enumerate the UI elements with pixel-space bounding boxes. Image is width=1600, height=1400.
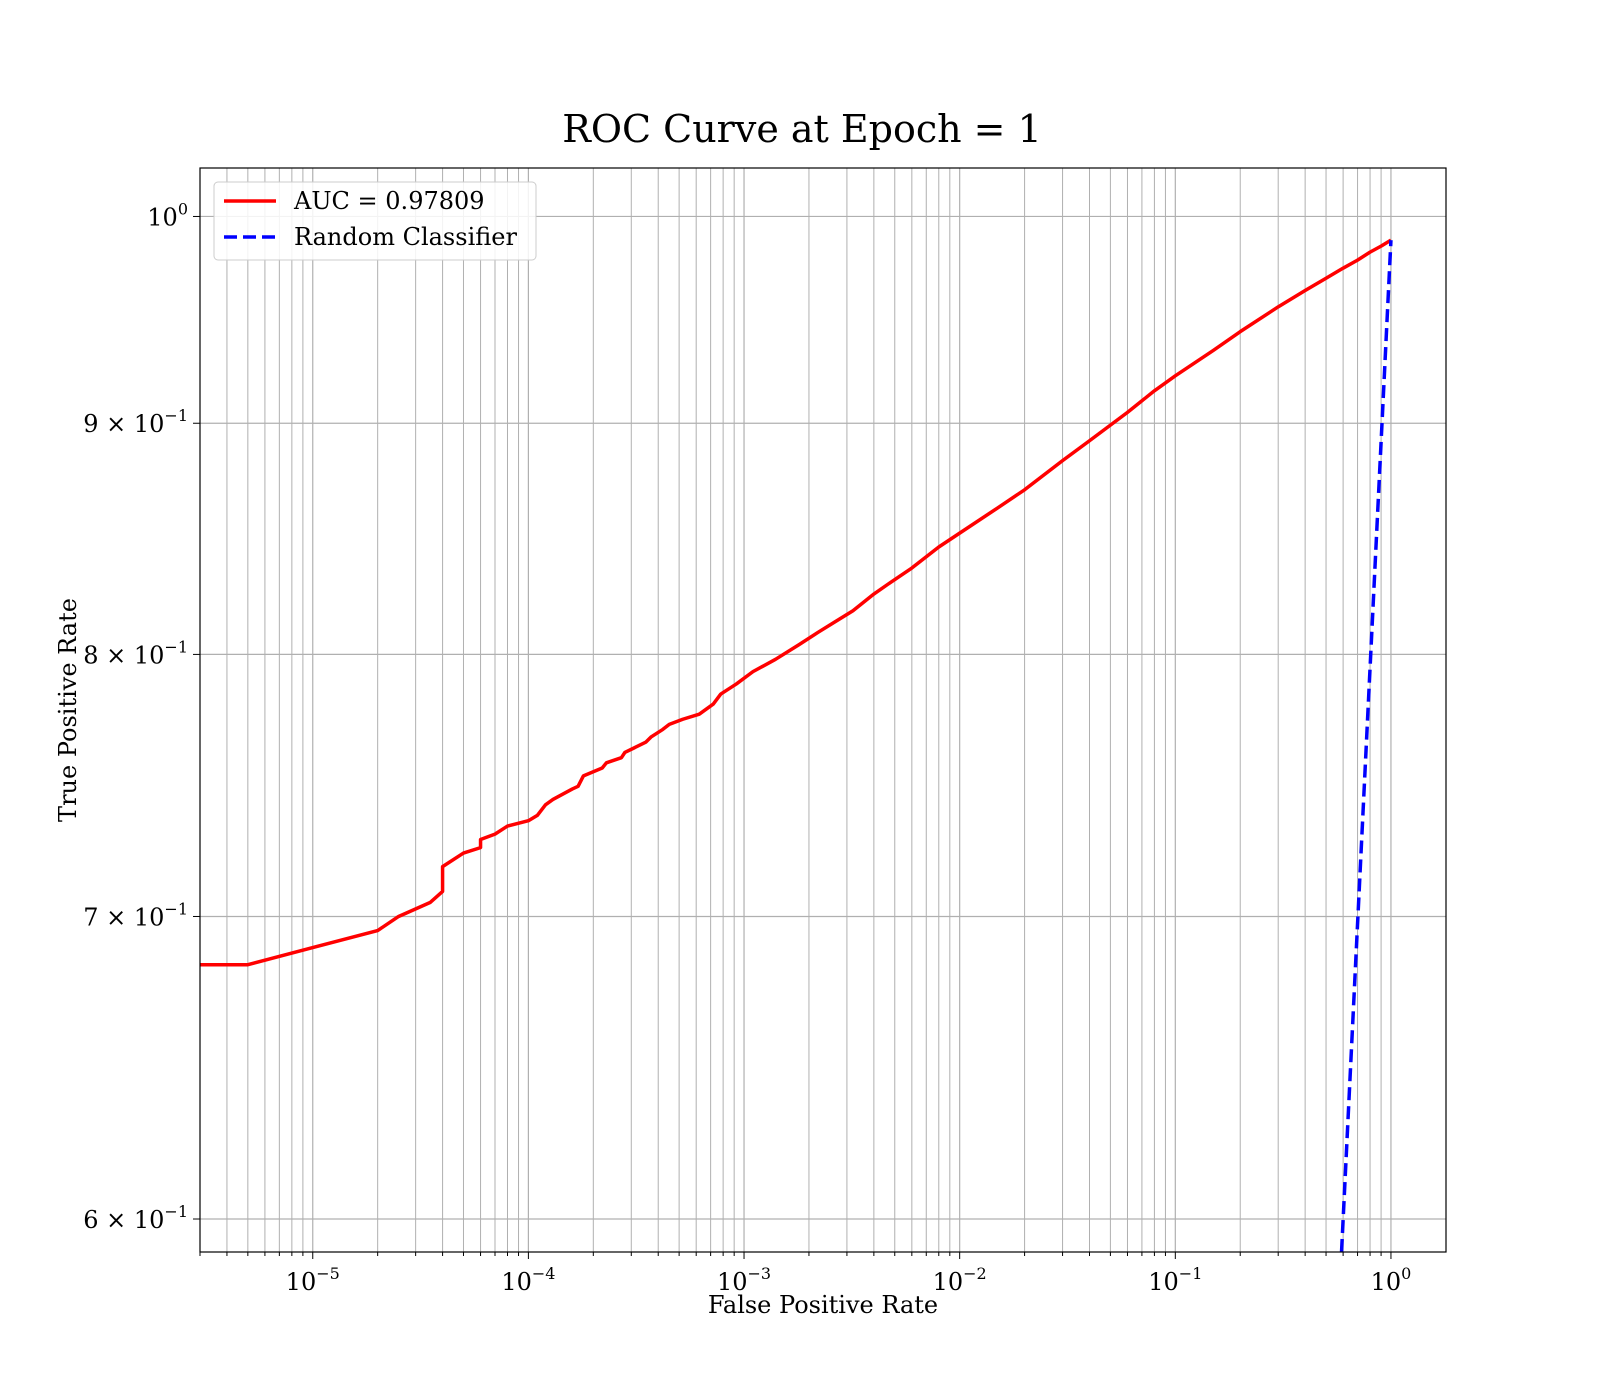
x-tick-labels: 10−5 10−4 10−3 10−2 10−1 100 [286, 1264, 1412, 1296]
y-tick-labels: 100 9 × 10−1 8 × 10−1 7 × 10−1 6 × 10−1 [83, 199, 188, 1234]
legend: AUC = 0.97809 Random Classifier [213, 181, 537, 261]
y-tick-label: 100 [147, 199, 188, 231]
chart-title: ROC Curve at Epoch = 1 [562, 107, 1042, 151]
series-lines [200, 238, 1393, 1252]
x-tick-label: 10−5 [286, 1264, 340, 1296]
y-axis-label: True Positive Rate [54, 598, 82, 822]
y-tick-label: 7 × 10−1 [83, 899, 188, 931]
legend-box [213, 181, 537, 261]
axis-ticks [193, 215, 1392, 1259]
y-tick-label: 9 × 10−1 [83, 406, 188, 438]
x-tick-label: 100 [1371, 1264, 1412, 1296]
plot-frame [199, 167, 1447, 1253]
grid [199, 168, 1446, 1252]
legend-label-auc: AUC = 0.97809 [293, 187, 485, 215]
x-tick-label: 10−4 [501, 1264, 555, 1296]
x-tick-label: 10−3 [717, 1264, 771, 1296]
x-tick-label: 10−1 [1148, 1264, 1202, 1296]
legend-label-random: Random Classifier [294, 223, 517, 251]
y-tick-label: 8 × 10−1 [83, 637, 188, 669]
series-line-1 [1339, 240, 1393, 1252]
y-tick-label: 6 × 10−1 [83, 1202, 188, 1234]
x-tick-label: 10−2 [933, 1264, 987, 1296]
series-line-0 [200, 238, 1392, 967]
x-axis-label: False Positive Rate [708, 1291, 938, 1319]
